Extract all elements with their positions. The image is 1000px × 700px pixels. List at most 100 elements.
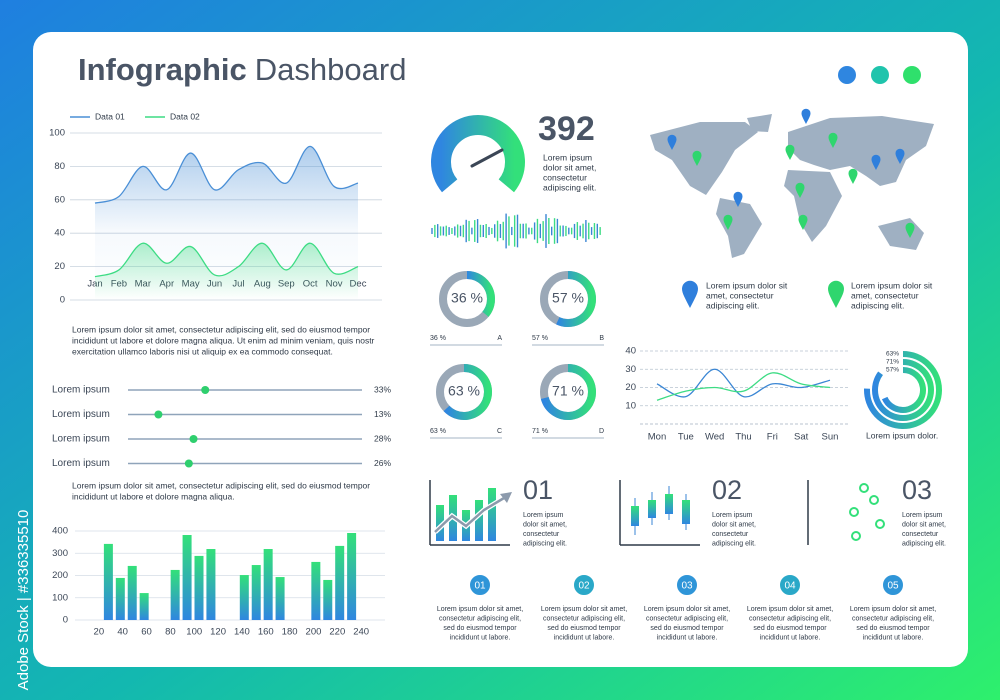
donut-label: 63 % bbox=[448, 383, 480, 399]
line bbox=[656, 372, 831, 401]
bar bbox=[182, 535, 192, 620]
icon-dot bbox=[849, 507, 859, 517]
bar bbox=[103, 543, 113, 620]
radial-bar bbox=[864, 351, 942, 429]
y-tick-label: 10 bbox=[625, 400, 636, 411]
slider-value: 28% bbox=[374, 433, 391, 443]
bar bbox=[139, 593, 149, 620]
y-tick-label: 0 bbox=[63, 615, 68, 626]
icon-candle bbox=[665, 494, 673, 514]
slider-knob bbox=[154, 410, 163, 419]
bar bbox=[127, 565, 137, 620]
icon-bars bbox=[429, 480, 512, 546]
text-line: incididunt ut labore. bbox=[554, 634, 615, 641]
y-tick-label: 300 bbox=[52, 548, 68, 559]
icon-lines bbox=[807, 480, 885, 545]
gauge-value: 392 bbox=[538, 110, 595, 148]
text-line: amet, consectetur bbox=[706, 290, 774, 300]
y-tick-label: 80 bbox=[54, 161, 65, 172]
text-line: sed do eiusmod tempor bbox=[650, 625, 724, 632]
donut-category: A bbox=[497, 335, 502, 342]
text-line: Lorem ipsum dolor sit bbox=[851, 280, 933, 290]
icon-dot bbox=[875, 519, 885, 529]
text-line: adipiscing elit. bbox=[902, 540, 946, 547]
slider-value: 13% bbox=[374, 409, 391, 419]
title: Infographic Dashboard bbox=[78, 52, 406, 87]
radial-bar bbox=[872, 359, 934, 421]
y-tick-label: 200 bbox=[52, 570, 68, 581]
x-tick-label: Tue bbox=[678, 432, 694, 443]
step-number: 03 bbox=[902, 475, 932, 505]
text-line: adipiscing elit. bbox=[706, 300, 759, 310]
step-number: 02 bbox=[712, 475, 742, 505]
bar bbox=[311, 561, 321, 620]
timeline-node bbox=[881, 573, 905, 597]
donut-label: 71 % bbox=[552, 383, 584, 399]
text-line: incididunt ut labore. bbox=[760, 634, 821, 641]
text-line: incididunt ut labore. bbox=[450, 634, 511, 641]
map-pin bbox=[667, 134, 677, 150]
slider-label: Lorem ipsum bbox=[52, 434, 110, 445]
bar bbox=[115, 577, 125, 620]
map-pin bbox=[723, 214, 733, 230]
title-strong: Infographic bbox=[78, 52, 247, 87]
timeline-number: 05 bbox=[887, 581, 899, 592]
donut-small-label: 57 % bbox=[532, 335, 548, 342]
text-line: sed do eiusmod tempor bbox=[443, 625, 517, 632]
icon-dot bbox=[851, 531, 861, 541]
text-line: Lorem ipsum bbox=[902, 512, 943, 519]
radial-bar bbox=[881, 367, 926, 413]
y-tick-label: 40 bbox=[625, 346, 636, 357]
bar bbox=[335, 545, 345, 620]
line bbox=[94, 242, 359, 278]
x-tick-label: Sun bbox=[822, 432, 839, 443]
dot bbox=[838, 66, 856, 84]
text-line: consectetur bbox=[902, 531, 939, 538]
slider-knob bbox=[189, 435, 198, 443]
bar bbox=[275, 577, 285, 620]
y-tick-label: 20 bbox=[54, 261, 65, 272]
x-tick-label: 80 bbox=[165, 627, 176, 638]
timeline-number: 01 bbox=[474, 581, 486, 592]
text-line: dolor sit amet, bbox=[712, 521, 756, 528]
slider-knob bbox=[184, 459, 193, 468]
text-line: incididunt ut labore. bbox=[657, 634, 718, 641]
x-tick-label: 160 bbox=[258, 627, 274, 638]
text-line: Lorem ipsum dolor sit amet, bbox=[850, 606, 936, 613]
map-pin bbox=[692, 150, 702, 166]
text-line: adipiscing elit. bbox=[712, 540, 756, 547]
radial-caption: Lorem ipsum dolor. bbox=[866, 430, 938, 440]
y-tick-label: 0 bbox=[60, 295, 65, 306]
donut-small-label: 71 % bbox=[532, 428, 548, 435]
map-pin bbox=[785, 144, 795, 160]
x-tick-label: 20 bbox=[94, 627, 105, 638]
icon-candle bbox=[648, 500, 656, 518]
line bbox=[94, 145, 359, 204]
text-line: Lorem ipsum dolor sit bbox=[706, 280, 788, 290]
dot bbox=[903, 66, 921, 84]
donut-category: C bbox=[497, 428, 502, 435]
text-line: dolor sit amet, bbox=[902, 521, 946, 528]
slider-label: Lorem ipsum bbox=[52, 385, 110, 396]
text-line: Lorem ipsum bbox=[712, 512, 753, 519]
text-line: Lorem ipsum dolor sit amet, bbox=[541, 606, 627, 613]
icon-bar bbox=[436, 505, 444, 541]
donut-arc bbox=[443, 364, 492, 420]
icon-candle bbox=[631, 506, 639, 526]
text-line: sed do eiusmod tempor bbox=[753, 625, 827, 632]
gauge-arc bbox=[431, 115, 525, 193]
bar bbox=[347, 533, 357, 620]
text-line: Lorem ipsum dolor sit amet, consectetur … bbox=[72, 480, 370, 490]
text-line: consectetur adipiscing elit, bbox=[646, 615, 728, 622]
donut-arc bbox=[540, 364, 596, 420]
icon-bar bbox=[475, 500, 483, 541]
slider-label: Lorem ipsum bbox=[52, 458, 110, 469]
x-tick-label: 100 bbox=[186, 627, 202, 638]
map-pin bbox=[871, 154, 881, 170]
map-pin bbox=[682, 280, 698, 308]
y-tick-label: 100 bbox=[52, 592, 68, 603]
y-tick-label: 30 bbox=[625, 364, 636, 375]
map-pin bbox=[798, 214, 808, 230]
text-line: Lorem ipsum dolor sit amet, bbox=[747, 606, 833, 613]
